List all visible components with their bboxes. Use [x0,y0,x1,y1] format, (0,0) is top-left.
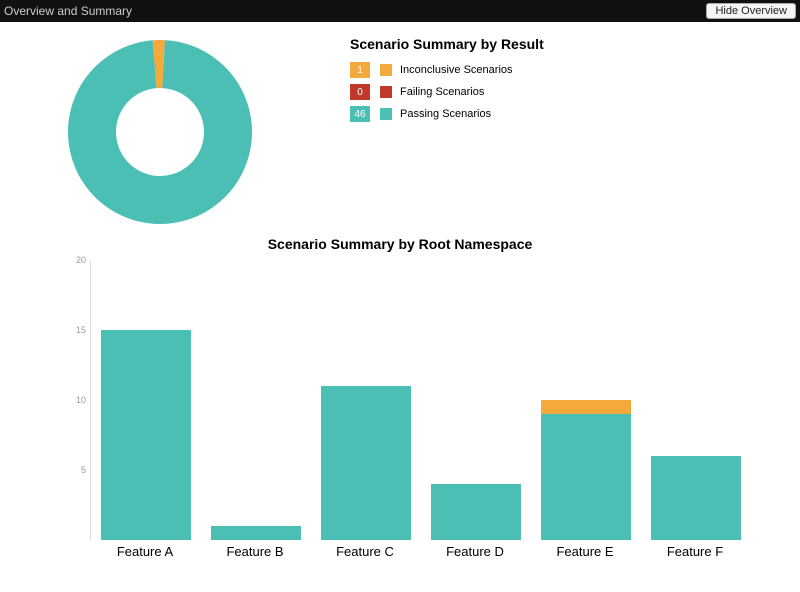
bar-group [211,526,301,540]
bar-group [321,386,411,540]
legend-count-badge: 1 [350,62,370,78]
y-axis-tick-label: 10 [50,395,90,405]
legend-label: Inconclusive Scenarios [400,64,513,76]
donut-legend: Scenario Summary by Result 1 Inconclusive… [320,32,800,128]
legend-label: Passing Scenarios [400,108,491,120]
donut-chart [60,32,260,232]
bar-chart-plot-area [90,260,750,540]
summary-by-result-region: Scenario Summary by Result 1 Inconclusive… [0,22,800,232]
bar-segment [541,400,631,414]
donut-chart-container [0,32,320,232]
bar-group [101,330,191,540]
bar-segment [651,456,741,540]
bar-group [541,400,631,540]
legend-swatch [380,86,392,98]
legend-row: 0 Failing Scenarios [350,84,800,100]
bar-segment [541,414,631,540]
legend-count-badge: 0 [350,84,370,100]
y-axis-tick-label: 5 [50,465,90,475]
bar-segment [101,330,191,540]
bar-chart-title: Scenario Summary by Root Namespace [0,236,800,252]
bar-group [651,456,741,540]
legend-swatch [380,108,392,120]
legend-row: 46 Passing Scenarios [350,106,800,122]
header-bar: Overview and Summary Hide Overview [0,0,800,22]
legend-count-badge: 46 [350,106,370,122]
y-axis-tick-label: 15 [50,325,90,335]
bar-group [431,484,521,540]
x-axis-category-label: Feature C [310,540,420,570]
bar-segment [431,484,521,540]
bar-chart: 5101520 Feature AFeature BFeature CFeatu… [50,260,750,570]
x-axis-category-label: Feature A [90,540,200,570]
hide-overview-button[interactable]: Hide Overview [706,3,796,19]
legend-label: Failing Scenarios [400,86,484,98]
bar-segment [211,526,301,540]
x-axis-category-label: Feature B [200,540,310,570]
donut-chart-title: Scenario Summary by Result [350,36,800,52]
bar-segment [321,386,411,540]
page-title: Overview and Summary [4,4,132,18]
x-axis-category-label: Feature F [640,540,750,570]
x-axis-category-label: Feature D [420,540,530,570]
x-axis-category-label: Feature E [530,540,640,570]
y-axis-tick-label: 20 [50,255,90,265]
legend-row: 1 Inconclusive Scenarios [350,62,800,78]
legend-swatch [380,64,392,76]
